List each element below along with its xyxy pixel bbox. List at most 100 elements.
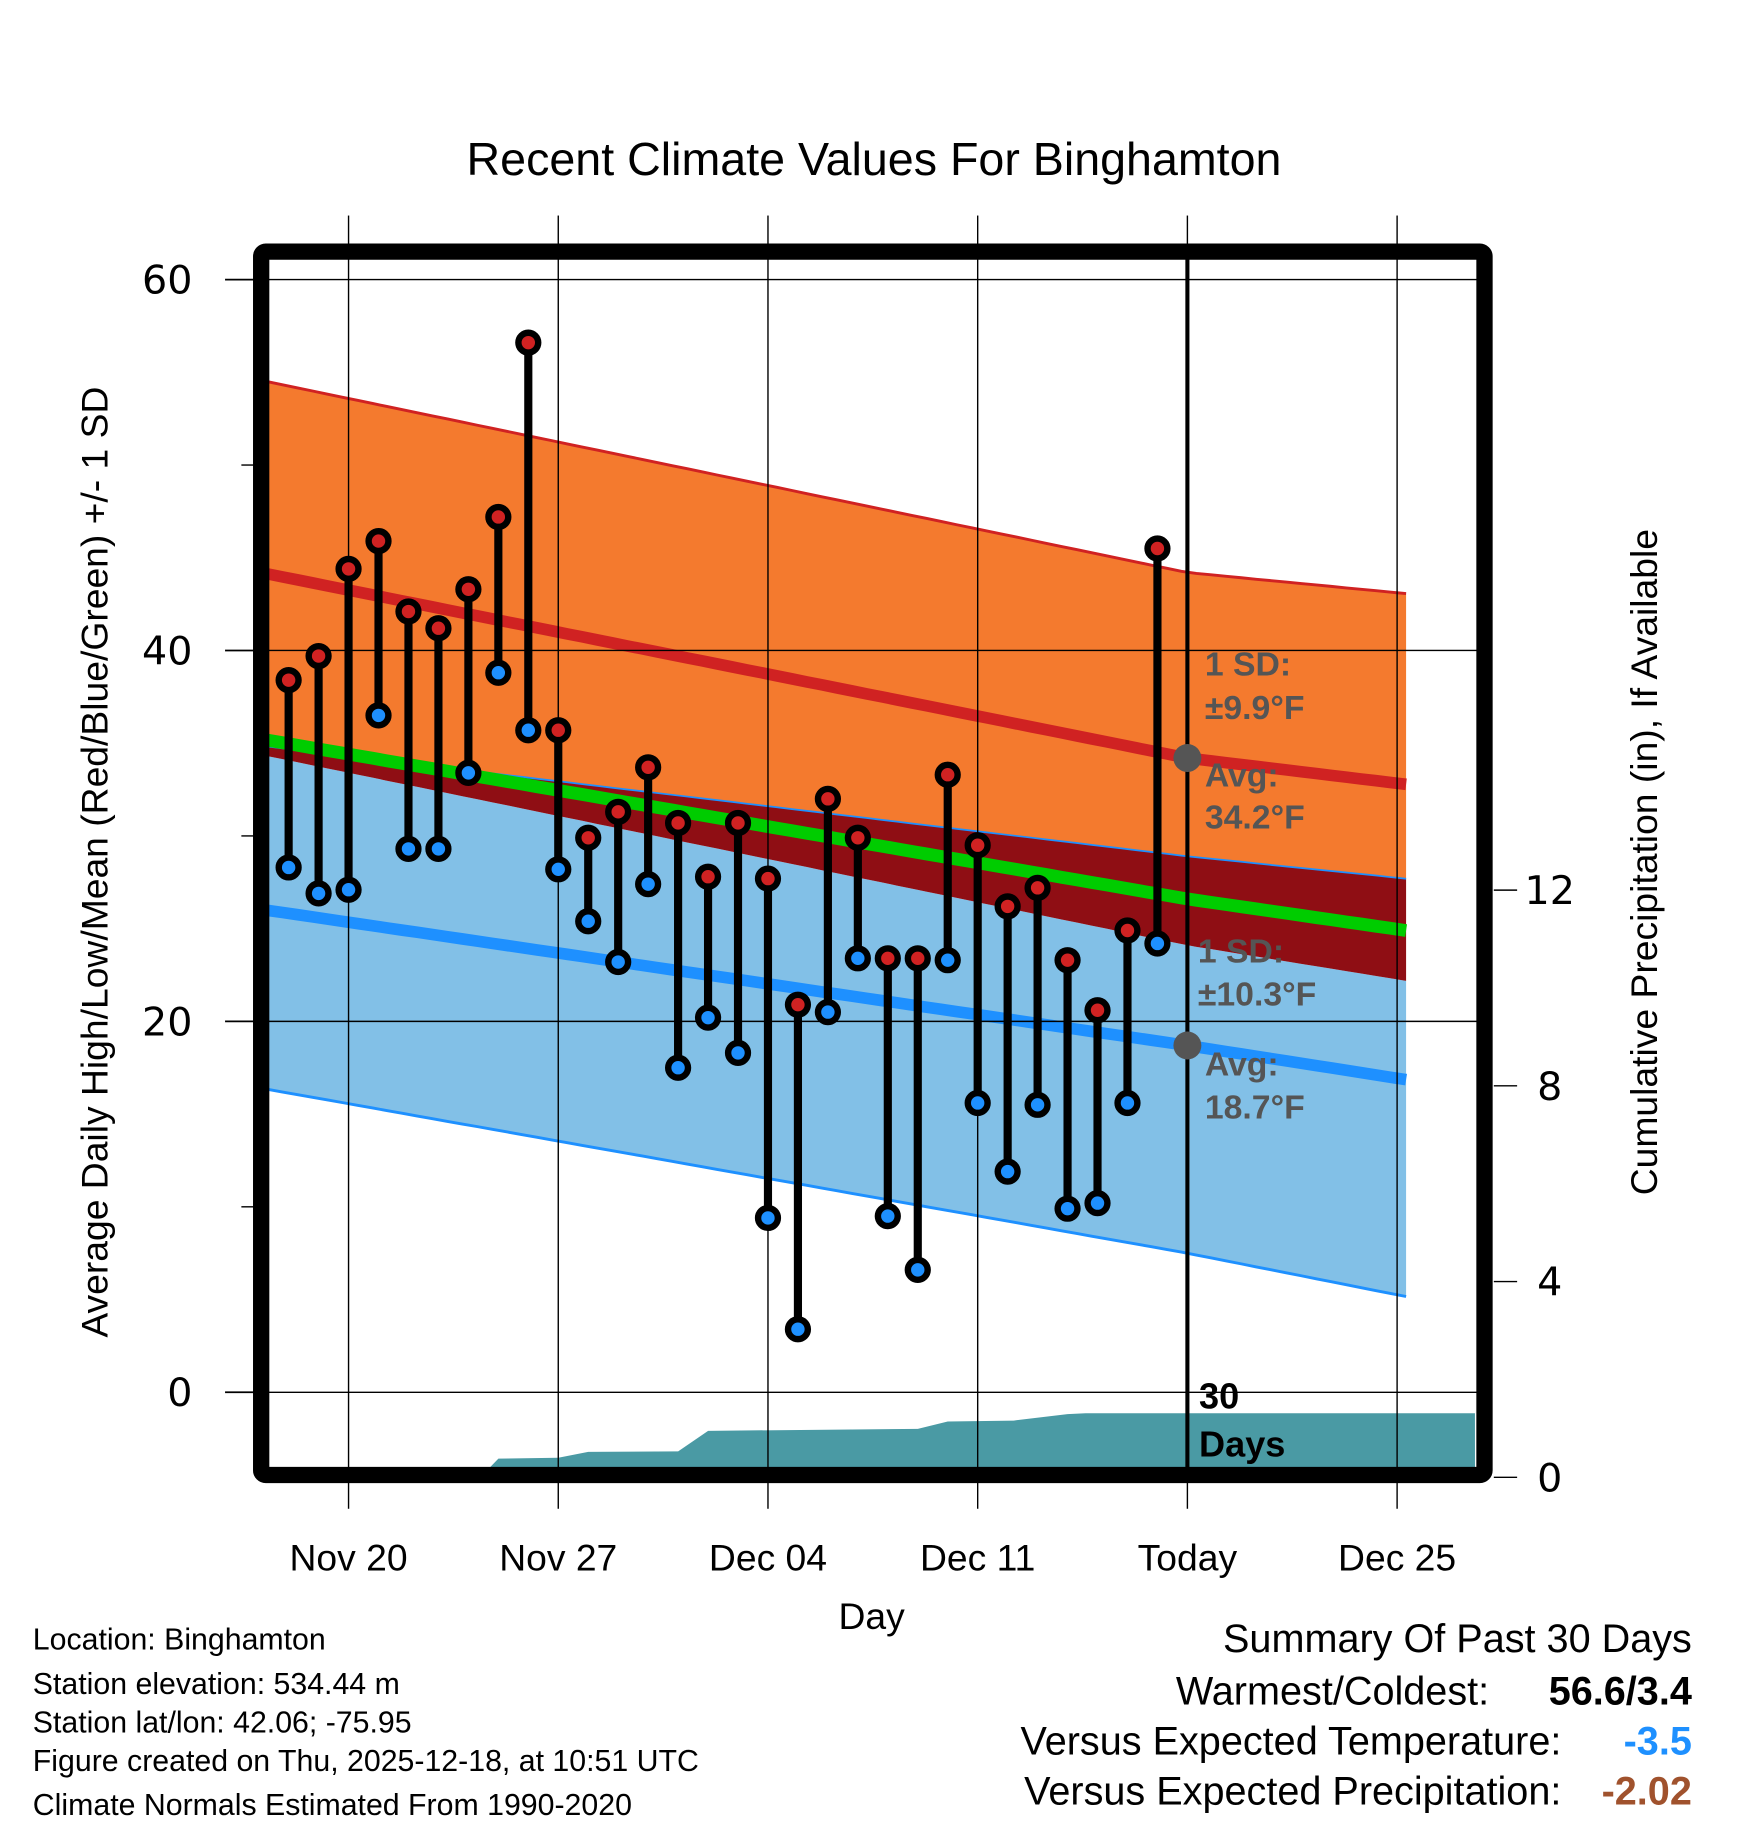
high-average-marker	[1173, 744, 1202, 773]
low-avg-value: 18.7°F	[1205, 1088, 1305, 1126]
high-temp-point	[545, 717, 572, 744]
created-text: Figure created on Thu, 2025-12-18, at 10…	[33, 1745, 699, 1778]
daily-bar	[814, 785, 841, 1026]
y-tick-label: 20	[142, 999, 192, 1045]
high-temp-point	[455, 576, 482, 603]
low-temp-point	[694, 1004, 722, 1031]
low-temp-point	[455, 759, 482, 786]
summary-title: Summary Of Past 30 Days	[1223, 1617, 1692, 1661]
low-temp-point	[335, 876, 362, 903]
y2-tick-label: 0	[1537, 1455, 1562, 1501]
high-temp-point	[934, 761, 961, 788]
high-temp-point	[395, 598, 422, 625]
daily-bar	[1114, 917, 1141, 1117]
station-info: Location: Binghamton Station elevation: …	[33, 1624, 699, 1822]
low-temp-point	[754, 1204, 782, 1232]
low-sd-value: ±10.3°F	[1198, 975, 1316, 1013]
high-temp-point	[635, 754, 662, 781]
days-label-number: 30	[1199, 1376, 1239, 1417]
low-temp-point	[425, 835, 452, 863]
high-temp-point	[1024, 874, 1051, 901]
high-temp-point	[1114, 917, 1141, 944]
low-sd-label: 1 SD:	[1198, 932, 1284, 970]
warmest-coldest-label: Warmest/Coldest:	[1176, 1670, 1489, 1714]
high-temp-point	[515, 329, 542, 356]
low-temp-point	[365, 702, 392, 729]
y-axis-label: Average Daily High/Low/Mean (Red/Blue/Gr…	[73, 387, 115, 1338]
precipitation-anomaly-label: Versus Expected Precipitation:	[1024, 1770, 1561, 1814]
high-temp-point	[844, 824, 871, 851]
daily-bar	[635, 754, 662, 898]
high-temp-point	[1084, 997, 1111, 1024]
x-tick-label: Dec 25	[1338, 1537, 1456, 1579]
normal-annotations: 1 SD: ±9.9°F Avg: 34.2°F 1 SD: ±10.3°F Avg: 18.…	[1173, 646, 1316, 1464]
y2-tick-label: 4	[1537, 1260, 1562, 1306]
temperature-anomaly-label: Versus Expected Temperature:	[1020, 1720, 1561, 1764]
low-temp-point	[904, 1256, 931, 1283]
daily-bar	[784, 991, 812, 1343]
low-average-marker	[1173, 1031, 1202, 1060]
high-temp-point	[1144, 535, 1171, 562]
low-temp-point	[575, 908, 602, 935]
daily-bar	[455, 576, 482, 786]
high-temp-point	[605, 798, 632, 825]
low-temp-point	[814, 998, 841, 1026]
y2-axis-label: Cumulative Precipitation (in), If Availa…	[1623, 529, 1665, 1195]
location-text: Location: Binghamton	[33, 1624, 326, 1657]
daily-bar	[575, 824, 602, 935]
high-temp-point	[784, 991, 812, 1018]
y2-tick-label: 8	[1537, 1064, 1562, 1110]
low-temp-point	[605, 948, 632, 976]
precipitation-anomaly-value: -2.02	[1602, 1770, 1692, 1814]
low-temp-point	[784, 1316, 812, 1343]
daily-bar	[964, 832, 991, 1117]
daily-bar	[275, 667, 302, 881]
x-tick-label: Dec 04	[709, 1537, 827, 1579]
low-minus-sd-line	[268, 1087, 1407, 1298]
high-temp-point	[485, 503, 512, 531]
daily-bar	[605, 798, 632, 976]
high-sd-band	[268, 381, 1407, 879]
high-sd-label: 1 SD:	[1205, 646, 1291, 684]
high-temp-point	[694, 863, 722, 890]
low-temp-point	[395, 835, 422, 863]
low-temp-point	[305, 880, 332, 907]
low-temp-point	[1054, 1195, 1081, 1222]
plot-frame	[253, 243, 1493, 1484]
daily-bar	[874, 945, 901, 1230]
elevation-text: Station elevation: 534.44 m	[33, 1668, 400, 1701]
high-temp-point	[994, 893, 1021, 920]
high-temp-point	[964, 832, 991, 859]
high-temp-point	[904, 945, 931, 972]
high-temp-point	[275, 667, 302, 694]
daily-bar	[844, 824, 871, 972]
daily-bar	[1144, 535, 1171, 957]
normals-text: Climate Normals Estimated From 1990-2020	[33, 1789, 632, 1822]
y-tick-label: 40	[142, 628, 192, 674]
low-temp-point	[1084, 1190, 1111, 1217]
daily-bar	[395, 598, 422, 863]
temperature-anomaly-value: -3.5	[1624, 1720, 1692, 1764]
daily-bar	[305, 642, 332, 907]
low-average-line	[268, 904, 1407, 1086]
low-temp-point	[485, 659, 512, 686]
high-temp-point	[335, 555, 362, 582]
x-tick-label: Dec 11	[920, 1537, 1035, 1579]
high-temp-point	[1054, 947, 1081, 974]
summary-block: Summary Of Past 30 Days Warmest/Coldest:…	[1020, 1617, 1691, 1814]
low-temp-point	[1144, 930, 1171, 957]
daily-temperature-bars	[275, 329, 1171, 1343]
high-temp-point	[724, 809, 752, 837]
y-tick-label: 0	[167, 1370, 192, 1416]
high-temp-point	[754, 865, 782, 892]
y-tick-label: 60	[142, 258, 192, 304]
low-temp-point	[515, 717, 542, 744]
low-temp-point	[635, 871, 662, 898]
x-tick-label: Nov 27	[499, 1537, 617, 1579]
precipitation-area-group	[489, 1413, 1475, 1468]
low-temp-point	[994, 1158, 1021, 1185]
daily-bar	[1054, 947, 1081, 1222]
x-axis-label: Day	[839, 1595, 906, 1637]
low-temp-point	[724, 1039, 752, 1067]
